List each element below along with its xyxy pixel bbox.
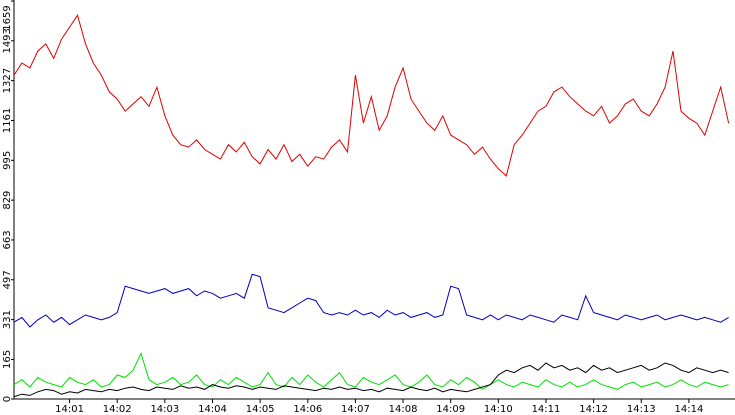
y-tick-label: 1161: [2, 108, 13, 133]
x-tick-label: 14:12: [579, 404, 608, 415]
x-tick-label: 14:07: [341, 404, 370, 415]
series-line: [13, 352, 729, 391]
y-tick-label: 995: [2, 151, 13, 170]
y-tick-label: 1659: [2, 5, 13, 30]
x-tick-label: 14:10: [484, 404, 513, 415]
x-tick-label: 14:03: [150, 404, 179, 415]
y-tick-label: 497: [2, 270, 13, 289]
y-tick-label: 1493: [2, 28, 13, 53]
y-tick-label: 165: [2, 350, 13, 369]
x-tick-label: 14:01: [55, 404, 84, 415]
y-tick-label: 1327: [2, 68, 13, 93]
x-tick-label: 14:06: [293, 404, 322, 415]
series-line: [13, 14, 730, 177]
series-line: [13, 273, 729, 328]
x-tick-label: 14:11: [532, 404, 561, 415]
x-tick-label: 14:09: [436, 404, 465, 415]
x-tick-label: 14:08: [389, 404, 418, 415]
y-tick-label: 331: [2, 310, 13, 329]
x-tick-label: 14:13: [627, 404, 656, 415]
x-tick-label: 14:14: [674, 404, 703, 415]
x-tick-label: 14:02: [103, 404, 132, 415]
series-line: [13, 362, 729, 398]
y-tick-label: 829: [2, 191, 13, 210]
y-tick-label: 0: [2, 396, 13, 402]
x-tick-label: 14:05: [246, 404, 275, 415]
x-tick-label: 14:04: [198, 404, 227, 415]
y-tick-label: 663: [2, 230, 13, 249]
